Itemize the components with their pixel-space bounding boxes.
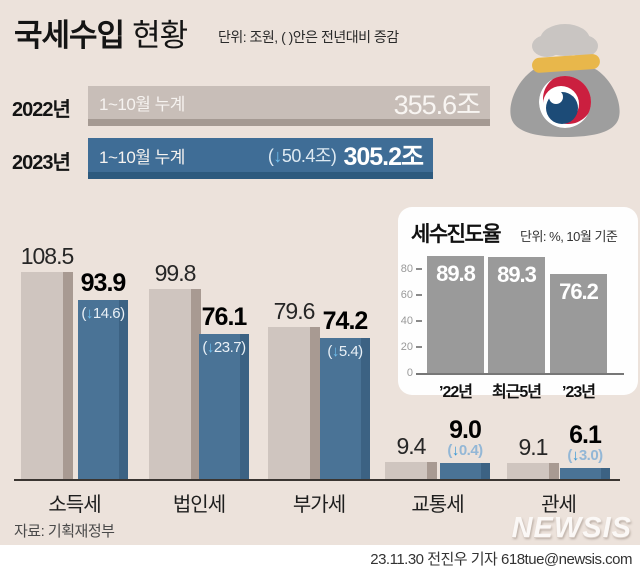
progress-rate-panel: 세수진도율 단위: %, 10월 기준 80 60 40 20 0 89.8 ’22년 89.…: [398, 207, 638, 401]
bar-2022: [507, 463, 559, 480]
bar-2023: [199, 334, 249, 480]
progress-value-label: 89.8: [436, 261, 476, 286]
value-label-2023: 9.0: [449, 416, 482, 444]
y-tick-label: 0: [406, 367, 413, 379]
bar-2023: [560, 468, 610, 480]
y-tick-mark: [416, 320, 422, 322]
year-label-2022: 2022년: [12, 99, 71, 121]
progress-category-label: 최근5년: [491, 384, 542, 401]
down-arrow-icon: ↓: [85, 305, 94, 322]
bar-2022: [385, 462, 437, 480]
bag-knot: [540, 24, 590, 56]
down-arrow-icon: ↓: [331, 343, 340, 360]
inset-axis-line: [416, 373, 624, 375]
category-label: 법인세: [172, 494, 226, 516]
category-label: 소득세: [48, 494, 101, 516]
bar-2023: [320, 338, 370, 480]
money-bag-icon: [510, 24, 620, 137]
delta-label: (↓0.4): [447, 442, 483, 459]
y-tick-mark: [416, 346, 422, 348]
summary-bar-2023: 1~10월 누계 (↓50.4조) 305.2조: [88, 138, 433, 179]
bar-2022: [21, 272, 73, 480]
bar-2023: [78, 300, 128, 480]
delta-label: (↓14.6): [81, 305, 125, 322]
summary-value-2022: 355.6조: [393, 90, 481, 120]
unit-note: 단위: 조원, ( )안은 전년대비 증감: [218, 29, 399, 45]
progress-category-label: ’23년: [562, 384, 596, 401]
summary-bar-2023-shadow: [88, 172, 433, 179]
value-label-2022: 79.6: [273, 298, 316, 324]
panel-unit-note: 단위: %, 10월 기준: [520, 229, 618, 244]
credit-line: 23.11.30 전진우 기자 618tue@newsis.com: [370, 551, 632, 568]
y-tick-mark: [416, 268, 422, 270]
summary-bar-2022-fill: 1~10월 누계 355.6조: [88, 86, 490, 120]
page-title-main: 국세수입: [14, 18, 125, 53]
value-label-2023: 6.1: [569, 421, 602, 449]
progress-value-label: 76.2: [559, 279, 599, 304]
y-tick-label: 20: [400, 341, 413, 353]
down-arrow-icon: ↓: [206, 339, 215, 356]
down-arrow-icon: ↓: [273, 146, 282, 166]
bar-2022: [268, 327, 320, 480]
down-arrow-icon: ↓: [571, 447, 580, 464]
period-label: 1~10월 누계: [99, 95, 185, 114]
value-label-2023: 76.1: [201, 303, 248, 331]
period-label: 1~10월 누계: [99, 147, 185, 167]
progress-bar: [427, 256, 484, 373]
value-label-2022: 9.4: [396, 433, 427, 459]
bag-band: [532, 54, 600, 73]
value-label-2023: 74.2: [322, 307, 369, 335]
category-label: 부가세: [292, 494, 346, 516]
category-label: 교통세: [411, 494, 464, 516]
value-label-2022: 99.8: [154, 260, 197, 286]
summary-bar-2023-fill: 1~10월 누계 (↓50.4조) 305.2조: [88, 138, 433, 172]
progress-bar: [488, 257, 545, 373]
progress-bar: [550, 274, 607, 373]
value-label-2022: 9.1: [518, 434, 549, 460]
down-arrow-icon: ↓: [451, 442, 460, 459]
progress-category-label: ’22년: [439, 384, 473, 401]
summary-value-2023: 305.2조: [343, 143, 424, 171]
footer-strip: [0, 545, 640, 571]
year-label-2023: 2023년: [12, 152, 71, 174]
y-tick-label: 40: [400, 315, 413, 327]
delta-label: (↓5.4): [327, 343, 363, 360]
summary-bar-2022: 1~10월 누계 355.6조: [88, 86, 490, 126]
summary-bar-2022-shadow: [88, 119, 490, 126]
summary-delta-label: (↓50.4조): [267, 146, 337, 166]
y-tick-label: 80: [400, 263, 413, 275]
bar-2022: [149, 289, 201, 480]
category-label: 관세: [541, 494, 577, 516]
source-note: 자료: 기획재정부: [14, 523, 115, 540]
page-title-sub: 현황: [132, 18, 188, 53]
page-title: 국세수입 현황: [14, 10, 188, 55]
x-axis-line: [14, 479, 620, 481]
delta-label: (↓3.0): [567, 447, 603, 464]
delta-label: (↓23.7): [202, 339, 246, 356]
bar-2023: [440, 463, 490, 480]
newsis-logo: NEWSIS: [511, 512, 632, 544]
y-tick-mark: [416, 294, 422, 296]
panel-title: 세수진도율: [411, 223, 502, 246]
value-label-2023: 93.9: [80, 269, 127, 297]
value-label-2022: 108.5: [20, 243, 75, 269]
gov-emblem-icon: [539, 76, 591, 128]
progress-value-label: 89.3: [497, 262, 537, 287]
y-tick-label: 60: [400, 289, 413, 301]
